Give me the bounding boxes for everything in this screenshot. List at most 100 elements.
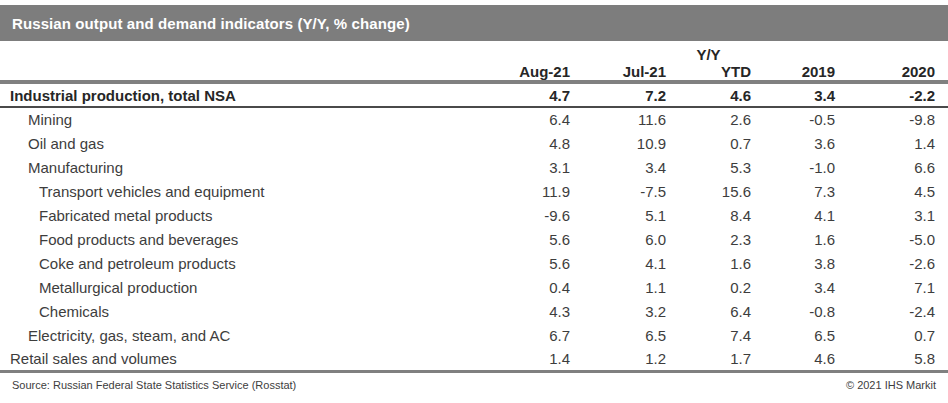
- table-row: Electricity, gas, steam, and AC6.76.57.4…: [0, 323, 948, 347]
- cell-value: 0.7: [666, 131, 751, 155]
- table-row: Fabricated metal products-9.65.18.44.13.…: [0, 203, 948, 227]
- cell-value: -1.0: [751, 155, 835, 179]
- cell-value: 3.4: [751, 275, 835, 299]
- cell-value: 4.3: [473, 299, 570, 323]
- report-table-page: Russian output and demand indicators (Y/…: [0, 5, 948, 403]
- source-note: Source: Russian Federal State Statistics…: [12, 379, 296, 391]
- cell-value: 5.8: [835, 347, 948, 371]
- column-header-jul21: Jul-21: [570, 63, 666, 82]
- table-row: Food products and beverages5.66.02.31.6-…: [0, 227, 948, 251]
- cell-value: 1.1: [570, 275, 666, 299]
- cell-value: 4.8: [473, 131, 570, 155]
- row-label: Manufacturing: [0, 155, 473, 179]
- row-label: Electricity, gas, steam, and AC: [0, 323, 473, 347]
- cell-value: 0.2: [666, 275, 751, 299]
- cell-value: 6.4: [473, 107, 570, 131]
- cell-value: 6.7: [473, 323, 570, 347]
- table-row: Retail sales and volumes1.41.21.74.65.8: [0, 347, 948, 371]
- cell-value: -7.5: [570, 179, 666, 203]
- cell-value: 3.2: [570, 299, 666, 323]
- row-label: Transport vehicles and equipment: [0, 179, 473, 203]
- cell-value: -0.5: [751, 107, 835, 131]
- row-label: Chemicals: [0, 299, 473, 323]
- cell-value: 3.6: [751, 131, 835, 155]
- table-body: Industrial production, total NSA4.77.24.…: [0, 82, 948, 371]
- empty-header-cell: [751, 45, 835, 63]
- cell-value: 4.1: [570, 251, 666, 275]
- table-row: Coke and petroleum products5.64.11.63.8-…: [0, 251, 948, 275]
- cell-value: -0.8: [751, 299, 835, 323]
- cell-value: -9.8: [835, 107, 948, 131]
- cell-value: -2.4: [835, 299, 948, 323]
- cell-value: 4.6: [666, 82, 751, 107]
- cell-value: 4.6: [751, 347, 835, 371]
- cell-value: 2.6: [666, 107, 751, 131]
- table-row: Metallurgical production0.41.10.23.47.1: [0, 275, 948, 299]
- column-header-aug21: Aug-21: [473, 63, 570, 82]
- table-row: Manufacturing3.13.45.3-1.06.6: [0, 155, 948, 179]
- indicators-table: Y/Y Aug-21 Jul-21 YTD 2019 2020 Industri…: [0, 45, 948, 373]
- table-row: Industrial production, total NSA4.77.24.…: [0, 82, 948, 107]
- row-label: Oil and gas: [0, 131, 473, 155]
- empty-header-cell: [835, 45, 948, 63]
- cell-value: 2.3: [666, 227, 751, 251]
- cell-value: 4.5: [835, 179, 948, 203]
- table-row: Mining6.411.62.6-0.5-9.8: [0, 107, 948, 131]
- empty-header-cell: [473, 45, 570, 63]
- group-header-row: Y/Y: [0, 45, 948, 63]
- cell-value: 11.6: [570, 107, 666, 131]
- row-label: Metallurgical production: [0, 275, 473, 299]
- cell-value: 5.6: [473, 227, 570, 251]
- cell-value: 3.1: [473, 155, 570, 179]
- cell-value: 1.4: [473, 347, 570, 371]
- empty-header-cell: [0, 45, 473, 63]
- cell-value: 3.8: [751, 251, 835, 275]
- cell-value: 3.4: [570, 155, 666, 179]
- cell-value: 5.6: [473, 251, 570, 275]
- row-label: Food products and beverages: [0, 227, 473, 251]
- cell-value: 7.4: [666, 323, 751, 347]
- cell-value: 1.4: [835, 131, 948, 155]
- empty-header-cell: [570, 45, 666, 63]
- cell-value: 7.2: [570, 82, 666, 107]
- footer: Source: Russian Federal State Statistics…: [0, 379, 948, 391]
- cell-value: 4.1: [751, 203, 835, 227]
- table-row: Transport vehicles and equipment11.9-7.5…: [0, 179, 948, 203]
- cell-value: 6.4: [666, 299, 751, 323]
- cell-value: 5.1: [570, 203, 666, 227]
- cell-value: 7.3: [751, 179, 835, 203]
- cell-value: 0.7: [835, 323, 948, 347]
- cell-value: 6.5: [570, 323, 666, 347]
- group-header-yy: Y/Y: [666, 45, 751, 63]
- row-label: Retail sales and volumes: [0, 347, 473, 371]
- cell-value: -9.6: [473, 203, 570, 227]
- row-label: Coke and petroleum products: [0, 251, 473, 275]
- cell-value: 7.1: [835, 275, 948, 299]
- cell-value: 3.1: [835, 203, 948, 227]
- cell-value: 1.7: [666, 347, 751, 371]
- title-bar: Russian output and demand indicators (Y/…: [0, 5, 948, 41]
- cell-value: 15.6: [666, 179, 751, 203]
- cell-value: 6.5: [751, 323, 835, 347]
- label-column-header: [0, 63, 473, 82]
- column-header-ytd: YTD: [666, 63, 751, 82]
- table-header: Y/Y Aug-21 Jul-21 YTD 2019 2020: [0, 45, 948, 82]
- column-header-2020: 2020: [835, 63, 948, 82]
- cell-value: 0.4: [473, 275, 570, 299]
- cell-value: 8.4: [666, 203, 751, 227]
- row-label: Industrial production, total NSA: [0, 82, 473, 107]
- cell-value: 3.4: [751, 82, 835, 107]
- row-label: Fabricated metal products: [0, 203, 473, 227]
- cell-value: -2.6: [835, 251, 948, 275]
- page-title: Russian output and demand indicators (Y/…: [12, 15, 410, 32]
- cell-value: 1.2: [570, 347, 666, 371]
- row-label: Mining: [0, 107, 473, 131]
- copyright-note: © 2021 IHS Markit: [846, 379, 936, 391]
- cell-value: 1.6: [666, 251, 751, 275]
- column-header-2019: 2019: [751, 63, 835, 82]
- table-row: Chemicals4.33.26.4-0.8-2.4: [0, 299, 948, 323]
- cell-value: 6.6: [835, 155, 948, 179]
- cell-value: 11.9: [473, 179, 570, 203]
- cell-value: 5.3: [666, 155, 751, 179]
- cell-value: 4.7: [473, 82, 570, 107]
